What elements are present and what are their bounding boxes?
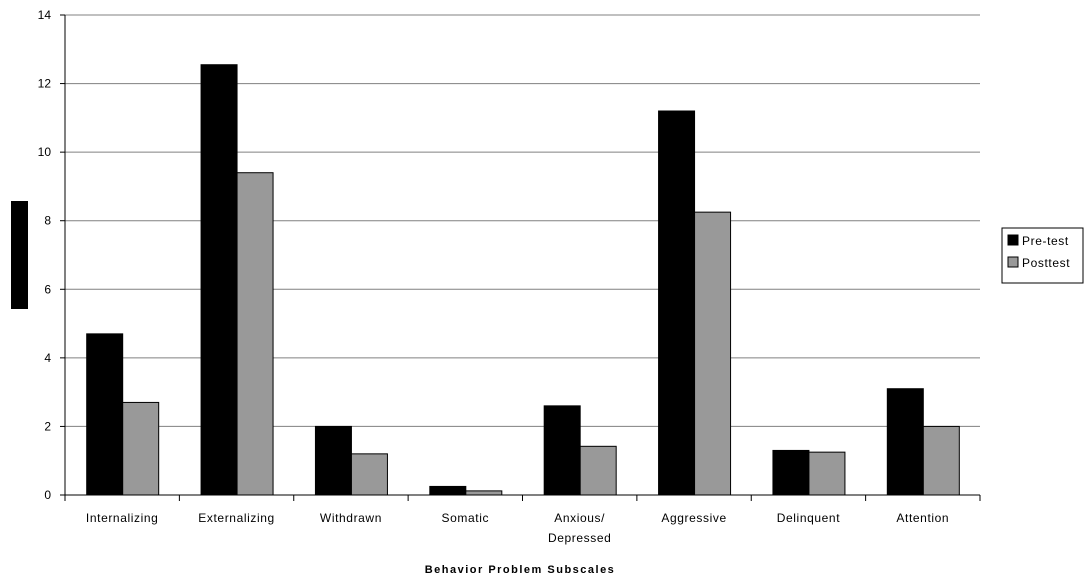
x-tick-label: Somatic bbox=[442, 511, 490, 525]
bar-pre-test bbox=[200, 64, 238, 496]
bar-pre-test bbox=[886, 388, 924, 496]
x-tick-label: Anxious/Depressed bbox=[548, 511, 611, 545]
bar-posttest bbox=[122, 401, 160, 496]
y-tick-label: 4 bbox=[44, 351, 51, 365]
legend-label: Pre-test bbox=[1022, 234, 1069, 248]
legend-swatch bbox=[1007, 234, 1019, 246]
y-tick-label: 14 bbox=[38, 8, 52, 22]
x-tick-label: Internalizing bbox=[86, 511, 159, 525]
x-tick-label: Withdrawn bbox=[320, 511, 382, 525]
x-axis-title: Behavior Problem Subscales bbox=[425, 564, 616, 576]
bar-posttest bbox=[808, 451, 846, 496]
bar-pre-test bbox=[86, 333, 124, 496]
bar-pre-test bbox=[772, 449, 810, 496]
bar-posttest bbox=[465, 490, 503, 496]
y-tick-label: 12 bbox=[38, 77, 52, 91]
bar-posttest bbox=[236, 172, 274, 496]
bar-posttest bbox=[922, 425, 960, 496]
x-tick-label: Delinquent bbox=[777, 511, 840, 525]
y-tick-label: 6 bbox=[44, 282, 51, 296]
x-tick-label: Aggressive bbox=[661, 511, 726, 525]
bars bbox=[86, 64, 960, 496]
bar-pre-test bbox=[429, 485, 467, 496]
y-tick-label: 0 bbox=[44, 488, 51, 502]
y-tick-label: 2 bbox=[44, 419, 51, 433]
x-tick-label: Attention bbox=[896, 511, 949, 525]
bar-posttest bbox=[350, 453, 388, 496]
y-axis-label-block bbox=[11, 201, 28, 309]
legend-label: Posttest bbox=[1022, 256, 1070, 270]
bar-pre-test bbox=[314, 425, 352, 496]
legend-swatch bbox=[1007, 256, 1019, 268]
bar-posttest bbox=[579, 445, 617, 496]
y-tick-label: 8 bbox=[44, 214, 51, 228]
x-tick-label: Externalizing bbox=[198, 511, 275, 525]
y-tick-label: 10 bbox=[38, 145, 52, 159]
legend: Pre-test Posttest bbox=[1001, 227, 1084, 284]
axes: 0 2 4 6 8 10 12 14 Internalizing Externalizing Wit… bbox=[38, 8, 981, 545]
bar-posttest bbox=[694, 211, 732, 496]
bar-pre-test bbox=[543, 405, 581, 496]
bar-pre-test bbox=[658, 110, 696, 496]
